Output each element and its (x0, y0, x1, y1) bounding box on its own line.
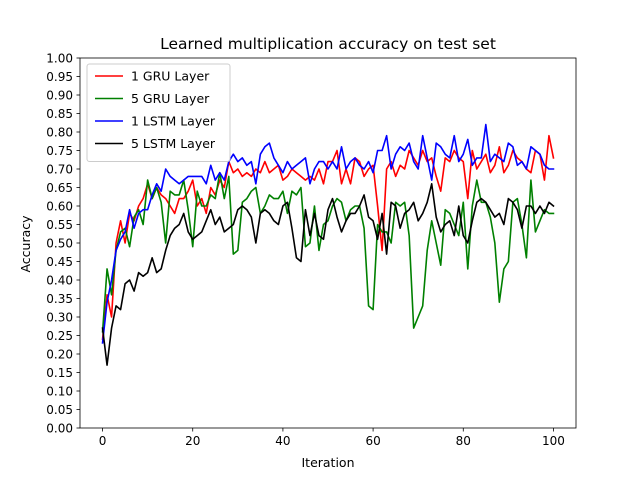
y-tick-label: 0.40 (46, 273, 73, 287)
axes-layer: 0 20 40 60 80 100 0.00 0.05 0.10 0.15 0.20 0.25 0.30… (46, 51, 577, 448)
legend: 1 GRU Layer 5 GRU Layer 1 LSTM Layer 5 LSTM… (86, 63, 231, 162)
series-line-2 (101, 171, 555, 333)
y-axis-label: Accuracy (18, 215, 33, 273)
legend-label-3: 1 LSTM Layer (131, 114, 216, 129)
y-tick-label: 0.20 (46, 347, 73, 361)
y-tick-label: 0.65 (46, 181, 73, 195)
y-tick-label: 0.85 (46, 107, 73, 121)
x-axis-label: Iteration (301, 455, 354, 470)
x-tick-label: 100 (542, 434, 565, 448)
y-tick-label: 0.60 (46, 199, 73, 213)
x-tick-label: 40 (275, 434, 290, 448)
x-tick-label: 80 (456, 434, 471, 448)
y-tick-label: 0.55 (46, 218, 73, 232)
y-tick-label: 0.90 (46, 88, 73, 102)
y-tick-label: 0.35 (46, 292, 73, 306)
y-tick-label: 0.15 (46, 366, 73, 380)
y-tick-label: 0.00 (46, 421, 73, 435)
y-tick-label: 0.45 (46, 255, 73, 269)
x-tick-label: 20 (185, 434, 200, 448)
y-tick-label: 0.50 (46, 236, 73, 250)
chart-title: Learned multiplication accuracy on test … (160, 35, 496, 53)
legend-box (86, 63, 231, 162)
legend-label-4: 5 LSTM Layer (131, 136, 216, 151)
series-line-3 (101, 123, 555, 344)
y-tick-label: 0.75 (46, 144, 73, 158)
series-layer (101, 123, 555, 366)
x-tick-label: 60 (365, 434, 380, 448)
series-line-4 (101, 183, 555, 366)
y-tick-label: 0.05 (46, 403, 73, 417)
y-tick-label: 0.95 (46, 70, 73, 84)
legend-label-2: 5 GRU Layer (131, 91, 210, 106)
y-tick-label: 1.00 (46, 51, 73, 65)
y-tick-label: 0.30 (46, 310, 73, 324)
x-tick-label: 0 (99, 434, 107, 448)
y-tick-label: 0.70 (46, 162, 73, 176)
y-tick-label: 0.25 (46, 329, 73, 343)
y-tick-label: 0.80 (46, 125, 73, 139)
series-line-1 (101, 134, 555, 341)
legend-label-1: 1 GRU Layer (131, 69, 210, 84)
y-tick-label: 0.10 (46, 384, 73, 398)
